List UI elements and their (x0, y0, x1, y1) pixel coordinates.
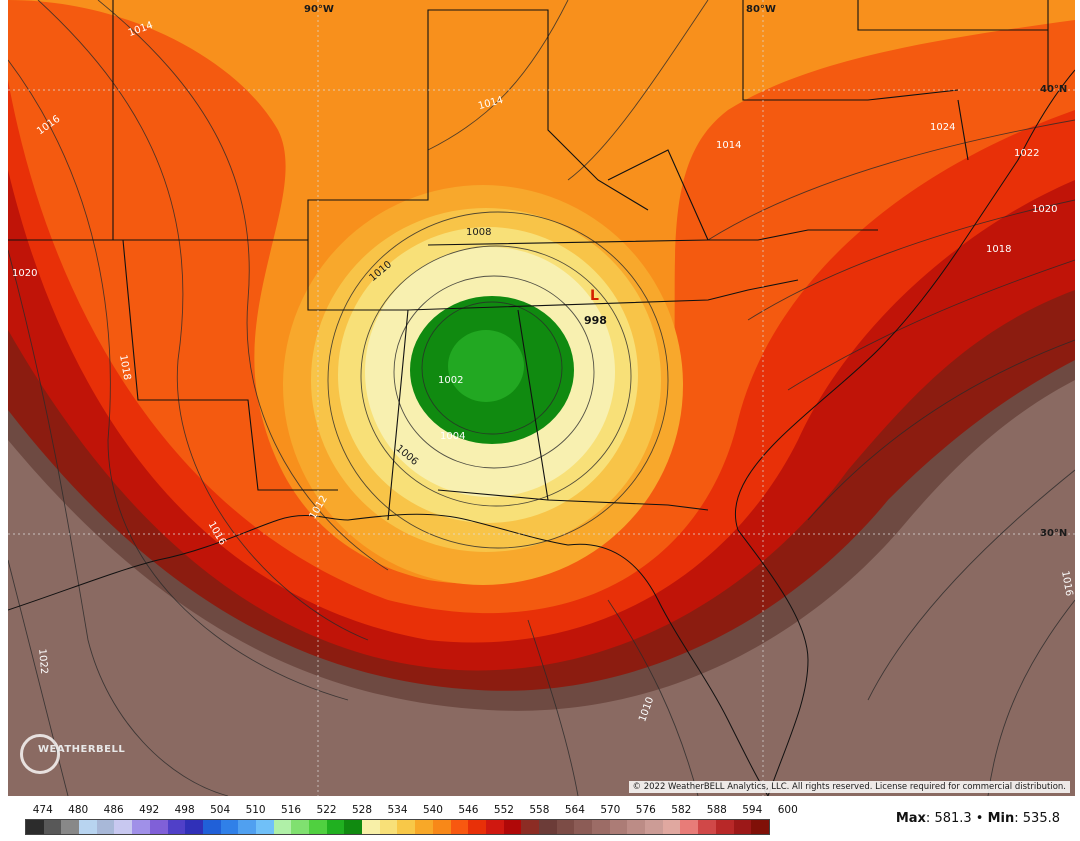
colorbar-swatch (79, 820, 97, 834)
colorbar-swatch (521, 820, 539, 834)
colorbar-swatch (662, 820, 681, 834)
isobar-label: 1002 (438, 375, 464, 386)
colorbar-swatch (485, 820, 504, 834)
colorbar-label: 528 (351, 804, 373, 816)
colorbar-label: 516 (281, 804, 302, 816)
isobar-label: 1020 (1032, 204, 1058, 215)
colorbar-swatch (326, 820, 345, 834)
colorbar-swatches (25, 819, 770, 835)
colorbar-swatch (609, 820, 628, 834)
colorbar-swatch (273, 820, 292, 834)
colorbar-swatch (627, 820, 646, 834)
thickness-band-532 (448, 330, 524, 402)
isobar-label: 1014 (716, 140, 742, 151)
stats-separator: • (975, 811, 984, 826)
colorbar-swatch (733, 820, 752, 834)
colorbar-label: 540 (422, 804, 443, 816)
max-min-stats: Max: 581.3 • Min: 535.8 (895, 811, 1060, 826)
colorbar-swatch (309, 820, 327, 834)
colorbar-swatch (238, 820, 256, 834)
colorbar-label: 480 (68, 804, 89, 816)
logo-text: WEATHERBELL (38, 744, 126, 755)
colorbar-swatch (61, 820, 80, 834)
colorbar-label: 576 (635, 804, 656, 816)
low-pressure-marker: L (590, 288, 599, 304)
logo-ring-icon (20, 734, 60, 774)
colorbar-swatch (698, 820, 716, 834)
isobar-label: 1018 (986, 244, 1012, 255)
colorbar-label: 546 (458, 804, 479, 816)
colorbar-swatch (645, 820, 663, 834)
state-borders (8, 0, 1049, 521)
colorbar-swatch (43, 820, 62, 834)
colorbar-label: 552 (493, 804, 514, 816)
isobars (8, 0, 1075, 796)
max-label: Max (895, 811, 926, 826)
colorbar-swatch (397, 820, 416, 834)
colorbar: 474 480 486 492 498 504 510 516 522 528 534 540 546 5… (25, 804, 798, 836)
colorbar-label: 600 (777, 804, 798, 816)
isobar-label: 1024 (930, 122, 956, 133)
coastline (8, 69, 1075, 796)
colorbar-label: 504 (210, 804, 231, 816)
colorbar-swatch (255, 820, 274, 834)
isobar-label: 1022 (1014, 148, 1040, 159)
colorbar-swatch (574, 820, 592, 834)
isobar-label: 1004 (440, 431, 466, 442)
isobar-label: 1022 (36, 648, 50, 675)
colorbar-swatch (114, 820, 133, 834)
colorbar-swatch (432, 820, 451, 834)
colorbar-swatch (715, 820, 734, 834)
colorbar-swatch (592, 820, 610, 834)
colorbar-label: 474 (32, 804, 53, 816)
colorbar-label: 498 (174, 804, 195, 816)
colorbar-swatch (503, 820, 522, 834)
colorbar-label: 486 (103, 804, 124, 816)
colorbar-swatch (680, 820, 699, 834)
colorbar-swatch (167, 820, 186, 834)
colorbar-swatch (362, 820, 380, 834)
colorbar-label: 534 (387, 804, 408, 816)
low-pressure-value: 998 (584, 314, 607, 327)
colorbar-swatch (538, 820, 557, 834)
colorbar-label: 564 (564, 804, 585, 816)
copyright-notice: © 2022 WeatherBELL Analytics, LLC. All r… (628, 781, 1070, 793)
min-label: Min (987, 811, 1015, 826)
colorbar-label: 558 (529, 804, 550, 816)
thickness-field (8, 0, 1075, 796)
lon-label-left: 90°W (304, 4, 334, 15)
colorbar-swatch (149, 820, 168, 834)
colorbar-swatch (96, 820, 115, 834)
colorbar-swatch (415, 820, 433, 834)
colorbar-label: 510 (245, 804, 266, 816)
isobar-label: 1020 (12, 268, 38, 279)
colorbar-labels: 474 480 486 492 498 504 510 516 522 528 534 540 546 5… (25, 804, 798, 818)
lat-label-bottom: 30°N (1040, 528, 1068, 539)
colorbar-swatch (291, 820, 309, 834)
colorbar-label: 522 (316, 804, 337, 816)
lat-label-top: 40°N (1040, 84, 1068, 95)
isobar-label: 1008 (466, 227, 492, 238)
colorbar-swatch (132, 820, 150, 834)
colorbar-label: 492 (139, 804, 160, 816)
colorbar-swatch (450, 820, 469, 834)
colorbar-swatch (468, 820, 486, 834)
weather-map: 90°W 80°W 40°N 30°N 1014 1014 1014 1016 … (8, 0, 1075, 796)
colorbar-label: 594 (742, 804, 763, 816)
colorbar-label: 582 (671, 804, 692, 816)
colorbar-label: 588 (706, 804, 727, 816)
lon-label-right: 80°W (746, 4, 776, 15)
colorbar-swatch (379, 820, 398, 834)
max-value: 581.3 (934, 811, 972, 826)
colorbar-swatch (202, 820, 221, 834)
colorbar-swatch (220, 820, 239, 834)
colorbar-swatch (185, 820, 203, 834)
colorbar-swatch (26, 820, 44, 834)
weatherbell-logo: WEATHERBELL (18, 732, 125, 776)
min-value: 535.8 (1022, 811, 1060, 826)
colorbar-swatch (751, 820, 769, 834)
colorbar-label: 570 (600, 804, 621, 816)
colorbar-swatch (556, 820, 575, 834)
colorbar-swatch (344, 820, 363, 834)
